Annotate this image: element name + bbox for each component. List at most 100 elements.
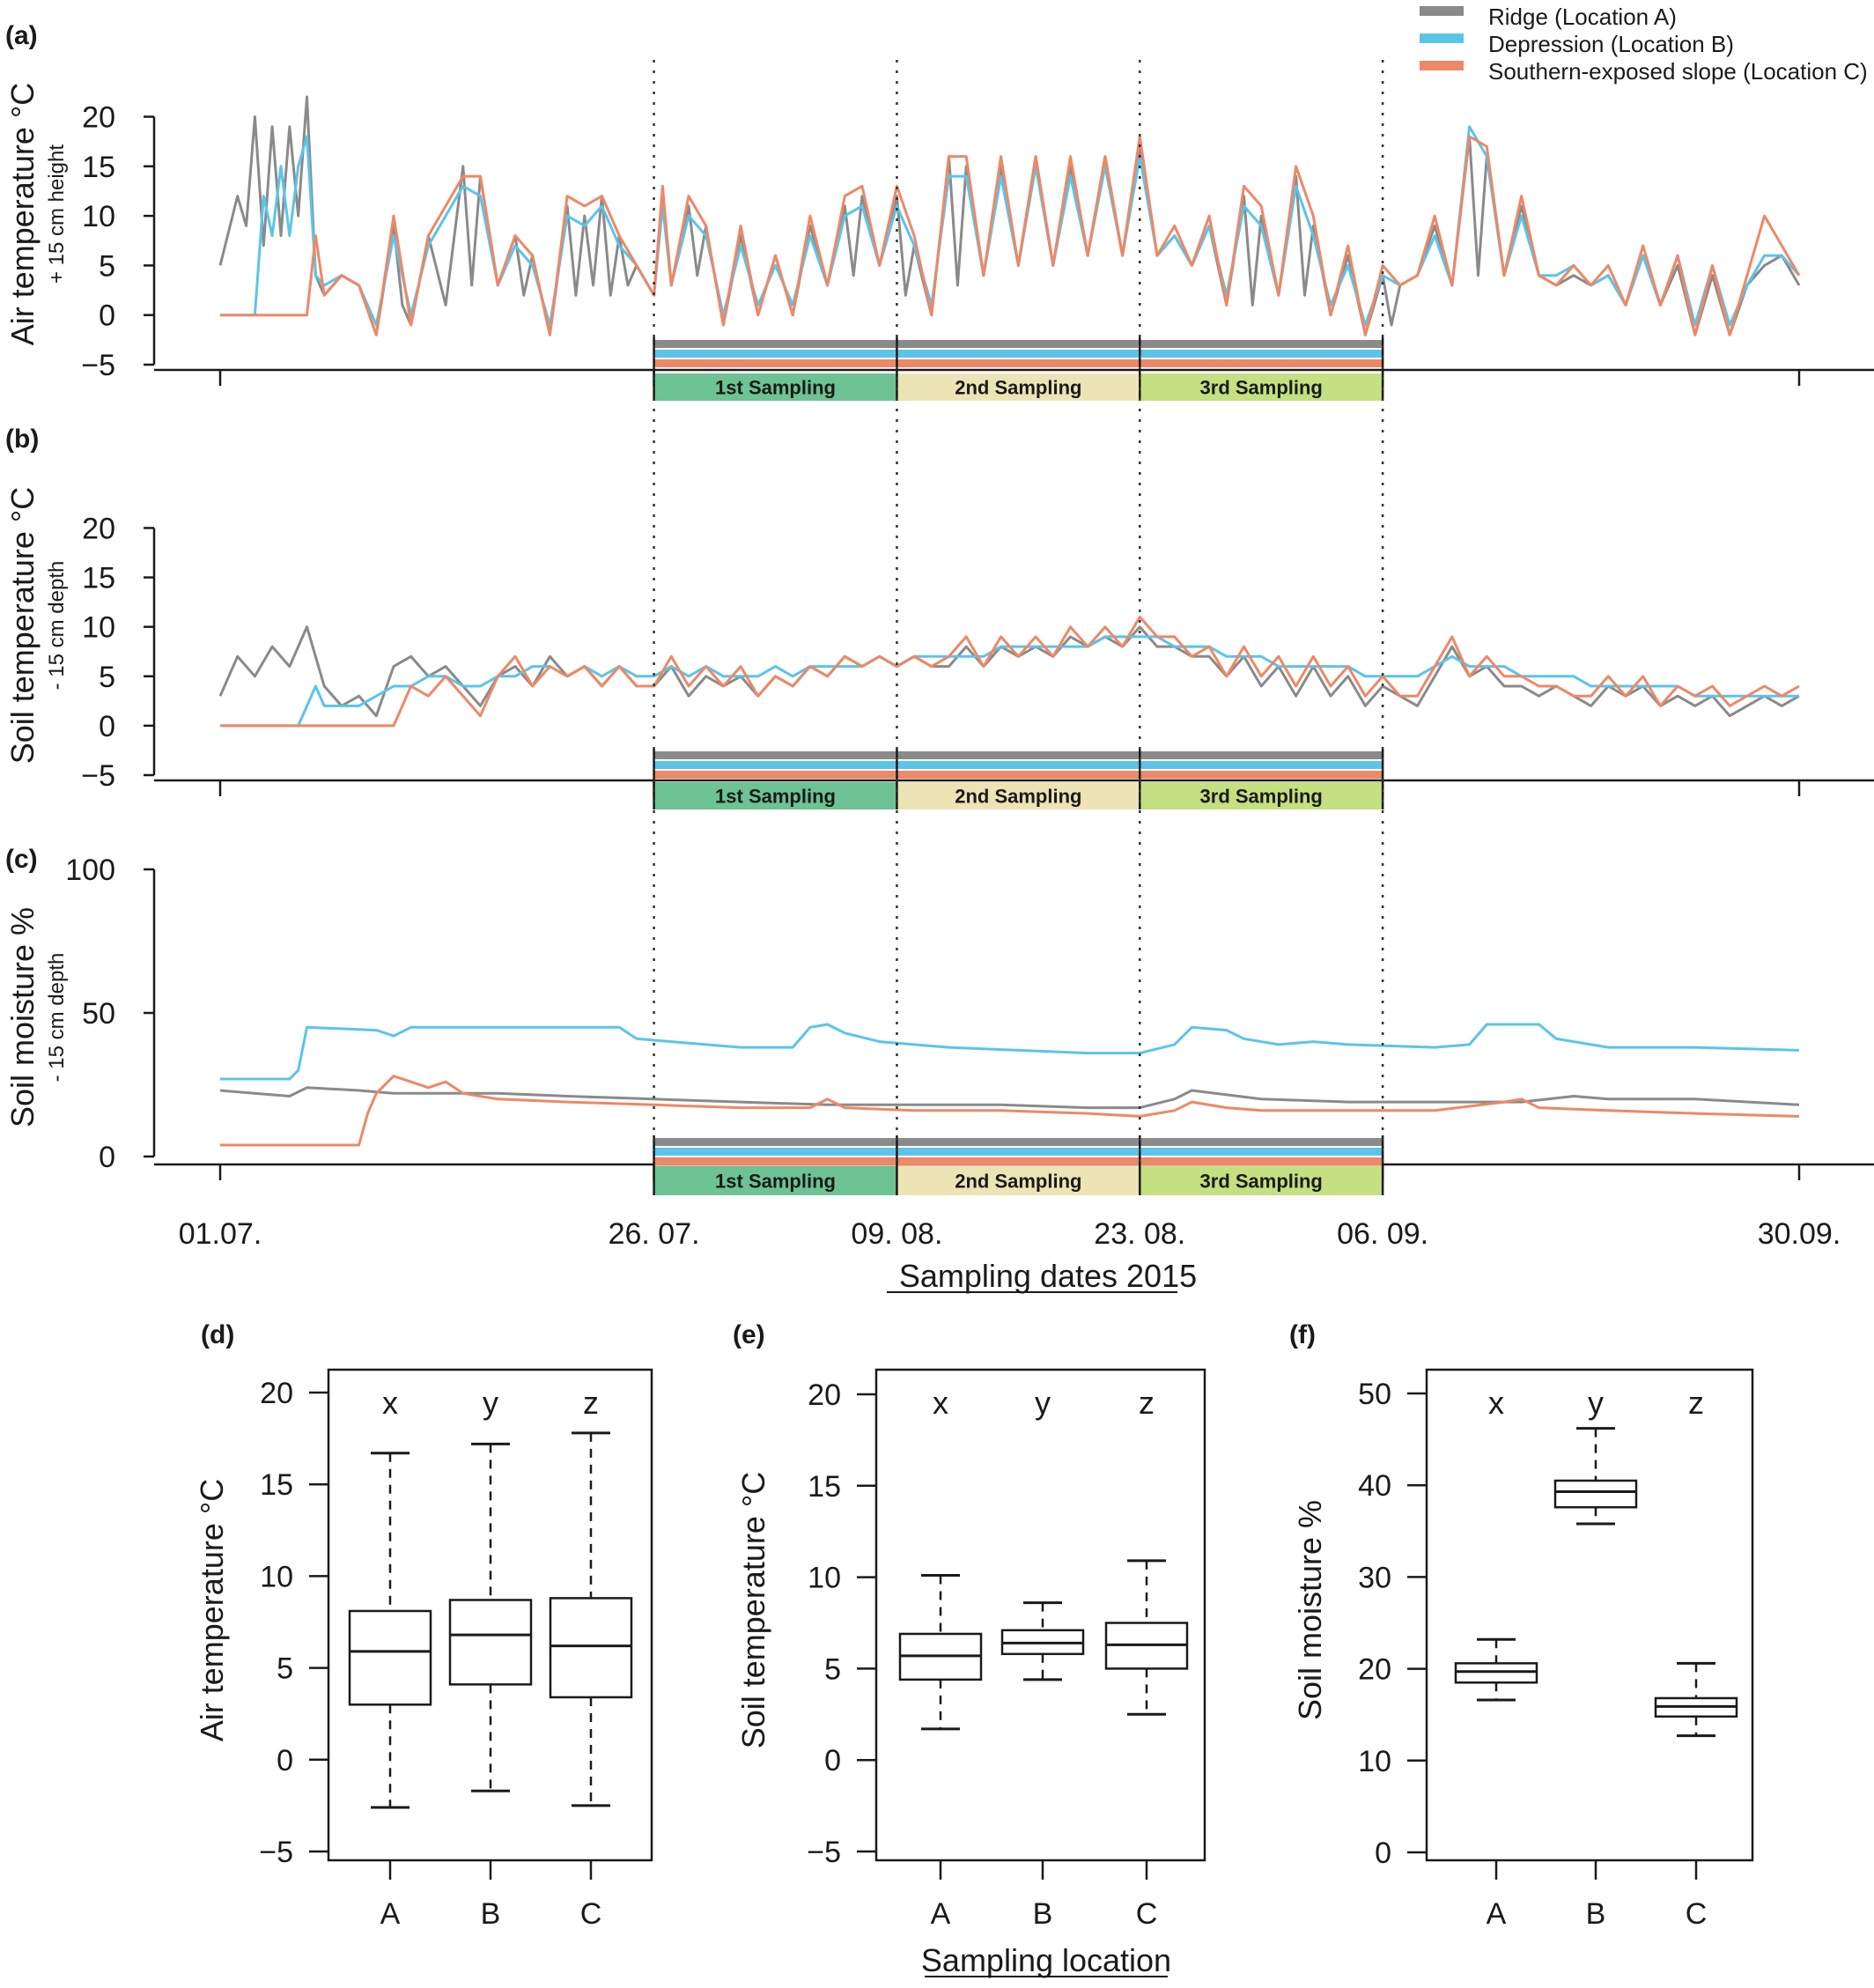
box-panel-e: −5 0 5 10 15 20 Ax By Cz: [807, 1368, 1206, 1931]
panel-a: −5 0 5 10 15 20 1st Sampling 2nd Sampling 3rd Sa…: [81, 95, 1874, 401]
x-tick-label: B: [1586, 1897, 1606, 1931]
sampling-band-label: 1st Sampling: [715, 377, 836, 399]
y-tick-label: 0: [277, 1744, 293, 1777]
y-tick-label: 50: [1358, 1378, 1391, 1411]
x-tick-label: 30.09.: [1758, 1217, 1841, 1251]
y-tick-label: 15: [82, 151, 115, 184]
sampling-band-1: [653, 782, 897, 809]
panel-c: 0 50 100 1st Sampling 2nd Sampling 3rd Sampli…: [65, 854, 1874, 1195]
sampling-band-1: [653, 373, 897, 401]
x-tick-label: 09. 08.: [851, 1217, 942, 1251]
box-panel-frame: [1425, 1368, 1754, 1862]
y-tick-label: 40: [1358, 1469, 1391, 1503]
x-tick-label: 26. 07.: [609, 1217, 700, 1251]
y-tick-label: 5: [277, 1652, 293, 1686]
location-period-stripe: [653, 340, 1383, 348]
box-iqr: [1553, 1479, 1638, 1509]
x-tick-label: C: [1136, 1897, 1158, 1931]
x-axis-title-bottom: Sampling location: [921, 1942, 1171, 1978]
y-tick-label: 10: [82, 611, 115, 645]
y-tick-label: 5: [824, 1652, 841, 1686]
chart-marks: −5 0 5 10 15 20 1st Sampling 2nd Sampling 3rd Sa…: [65, 60, 1874, 1931]
y-tick-label: 15: [260, 1468, 293, 1502]
sampling-band-label: 3rd Sampling: [1200, 377, 1323, 399]
y-tick-label: 10: [260, 1560, 293, 1593]
panel-letter-f: (f): [1289, 1320, 1316, 1349]
legend-swatch-depression: [1420, 33, 1464, 43]
sampling-band-2: [896, 373, 1140, 401]
group-letter: y: [483, 1385, 498, 1421]
box-panel-frame: [874, 1368, 1206, 1862]
sampling-band-label: 3rd Sampling: [1200, 1171, 1323, 1193]
y-tick-label: 20: [82, 101, 115, 135]
box-iqr: [549, 1597, 633, 1699]
x-tick-label: 06. 09.: [1337, 1217, 1428, 1251]
group-letter: x: [933, 1385, 948, 1421]
y-tick-label: 0: [99, 299, 115, 333]
location-period-stripe: [653, 1138, 1383, 1146]
y-tick-label: 10: [808, 1562, 841, 1595]
y-tick-label: −5: [81, 349, 115, 382]
group-letter: x: [382, 1385, 398, 1421]
ylabel-sub-panel-b: - 15 cm depth: [45, 561, 69, 691]
y-tick-label: 20: [260, 1377, 293, 1410]
group-letter: x: [1488, 1385, 1504, 1421]
box-panel-f: 0 10 20 30 40 50 Ax By Cz: [1358, 1368, 1754, 1931]
sampling-band-label: 2nd Sampling: [955, 1171, 1081, 1193]
x-tick-label: C: [580, 1897, 602, 1931]
x-axis-title: Sampling dates 2015: [899, 1258, 1197, 1294]
y-tick-label: 20: [1358, 1653, 1391, 1687]
ylabel-panel-b: Soil temperature °C: [4, 487, 41, 765]
y-tick-label: 5: [99, 661, 115, 694]
location-period-stripe: [653, 1148, 1383, 1156]
y-tick-label: 15: [808, 1470, 841, 1504]
y-tick-label: 15: [82, 562, 115, 595]
y-tick-label: 20: [808, 1378, 841, 1412]
legend-label-slope: Southern-exposed slope (Location C): [1488, 58, 1868, 85]
x-tick-label: 01.07.: [179, 1217, 262, 1251]
x-tick-label: C: [1686, 1897, 1708, 1931]
y-tick-label: 0: [99, 1141, 115, 1174]
x-tick-label: B: [481, 1897, 501, 1931]
box-iqr: [448, 1599, 533, 1686]
sampling-band-3: [1140, 782, 1383, 809]
y-tick-label: 5: [99, 249, 115, 283]
legend-label-ridge: Ridge (Location A): [1488, 4, 1677, 30]
ylabel-sub-panel-a: + 15 cm height: [45, 144, 69, 284]
series-line-depression: [220, 635, 1799, 728]
y-tick-label: −5: [807, 1836, 841, 1869]
ylabel-panel-a: Air temperature °C: [4, 83, 41, 346]
group-letter: z: [1139, 1385, 1155, 1421]
ylabel-panel-c: Soil moisture %: [4, 907, 41, 1127]
sampling-band-3: [1140, 1166, 1383, 1195]
sampling-band-3: [1140, 373, 1383, 401]
legend-swatch-slope: [1420, 61, 1464, 70]
series-line-ridge: [218, 625, 1800, 718]
sampling-band-2: [896, 782, 1140, 809]
sampling-band-1: [653, 1166, 897, 1195]
location-period-stripe: [653, 771, 1383, 779]
series-line-slope: [220, 1075, 1800, 1147]
x-tick-label: A: [1487, 1897, 1507, 1931]
panel-letter-b: (b): [5, 425, 39, 454]
y-tick-label: −5: [259, 1836, 293, 1869]
ylabel-panel-d: Air temperature °C: [194, 1479, 230, 1742]
location-period-stripe: [653, 1157, 1383, 1165]
y-tick-label: 0: [824, 1744, 841, 1777]
y-tick-label: 30: [1358, 1561, 1391, 1594]
sampling-band-label: 1st Sampling: [715, 1171, 836, 1193]
x-tick-label: A: [380, 1897, 401, 1931]
x-tick-label: 23. 08.: [1094, 1217, 1185, 1251]
box-panel-d: −5 0 5 10 15 20 Ax By Cz: [259, 1368, 653, 1931]
group-letter: z: [583, 1385, 599, 1421]
sampling-band-label: 2nd Sampling: [955, 786, 1081, 808]
series-line-depression: [220, 1023, 1800, 1081]
panel-b: −5 0 5 10 15 20 1st Sampling 2nd Sampling 3rd Sa…: [81, 512, 1874, 809]
series-line-depression: [220, 125, 1801, 327]
y-tick-label: 10: [82, 200, 115, 233]
series-line-slope: [220, 615, 1800, 728]
x-tick-label: B: [1033, 1897, 1053, 1931]
location-period-stripe: [653, 751, 1383, 759]
x-tick-label: A: [931, 1897, 951, 1931]
